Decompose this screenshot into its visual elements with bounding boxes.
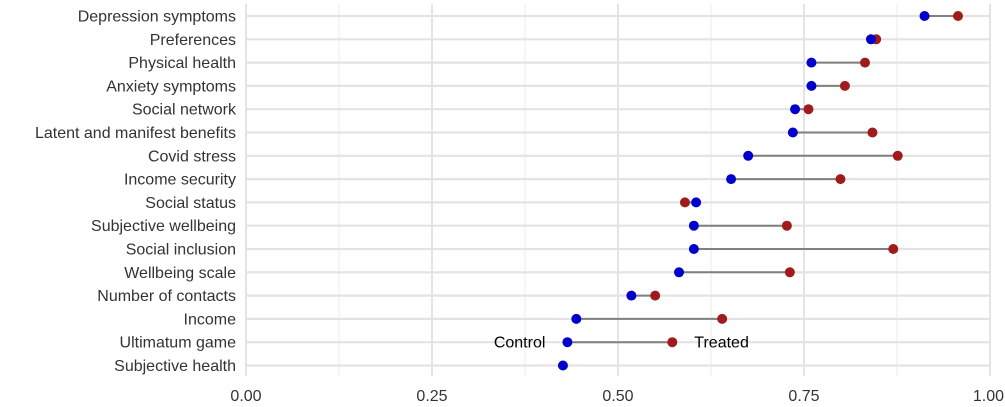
- control-point: [743, 150, 754, 161]
- control-point: [806, 80, 817, 91]
- control-point: [674, 267, 685, 278]
- control-point: [688, 220, 699, 231]
- treated-point: [650, 290, 661, 301]
- treated-point: [953, 11, 964, 21]
- y-tick-label: Subjective wellbeing: [91, 218, 236, 235]
- treated-point: [892, 150, 903, 161]
- treated-point: [839, 80, 850, 91]
- control-point: [726, 174, 737, 185]
- y-tick-label: Number of contacts: [97, 288, 236, 305]
- control-point: [557, 360, 568, 371]
- x-tick-label: 1.00: [973, 388, 1004, 405]
- control-point: [691, 197, 702, 208]
- control-point: [688, 244, 699, 254]
- control-point: [626, 290, 637, 301]
- control-point: [571, 313, 582, 324]
- y-tick-label: Social status: [145, 195, 236, 212]
- y-tick-label: Subjective health: [114, 358, 236, 375]
- treated-point: [888, 244, 899, 254]
- x-tick-label: 0.25: [416, 388, 447, 405]
- control-point: [790, 104, 801, 115]
- treated-point: [679, 197, 690, 208]
- treated-point: [784, 267, 795, 278]
- control-point: [562, 337, 573, 348]
- y-tick-label: Ultimatum game: [120, 335, 237, 352]
- x-tick-label: 0.75: [788, 388, 819, 405]
- x-tick-label: 0.00: [230, 388, 261, 405]
- control-annotation: Control: [494, 335, 546, 352]
- control-point: [919, 11, 930, 21]
- control-point: [865, 34, 876, 45]
- y-tick-label: Social inclusion: [126, 242, 236, 259]
- y-tick-label: Income: [184, 311, 237, 328]
- treated-point: [835, 174, 846, 185]
- y-tick-label: Wellbeing scale: [124, 265, 236, 282]
- control-point: [806, 57, 817, 68]
- treated-point: [860, 57, 871, 68]
- treated-point: [867, 127, 878, 138]
- x-tick-label: 0.50: [602, 388, 633, 405]
- y-tick-label: Anxiety symptoms: [106, 78, 236, 95]
- treated-point: [781, 220, 792, 231]
- y-tick-label: Latent and manifest benefits: [35, 125, 236, 142]
- y-tick-label: Covid stress: [148, 148, 236, 165]
- y-tick-label: Income security: [124, 172, 236, 189]
- treated-point: [667, 337, 678, 348]
- y-tick-label: Depression symptoms: [78, 9, 236, 26]
- y-tick-label: Physical health: [128, 55, 236, 72]
- treated-annotation: Treated: [694, 335, 749, 352]
- y-tick-label: Preferences: [150, 32, 236, 49]
- treated-point: [803, 104, 814, 115]
- treated-point: [717, 313, 728, 324]
- y-tick-label: Social network: [132, 102, 237, 119]
- control-point: [787, 127, 798, 138]
